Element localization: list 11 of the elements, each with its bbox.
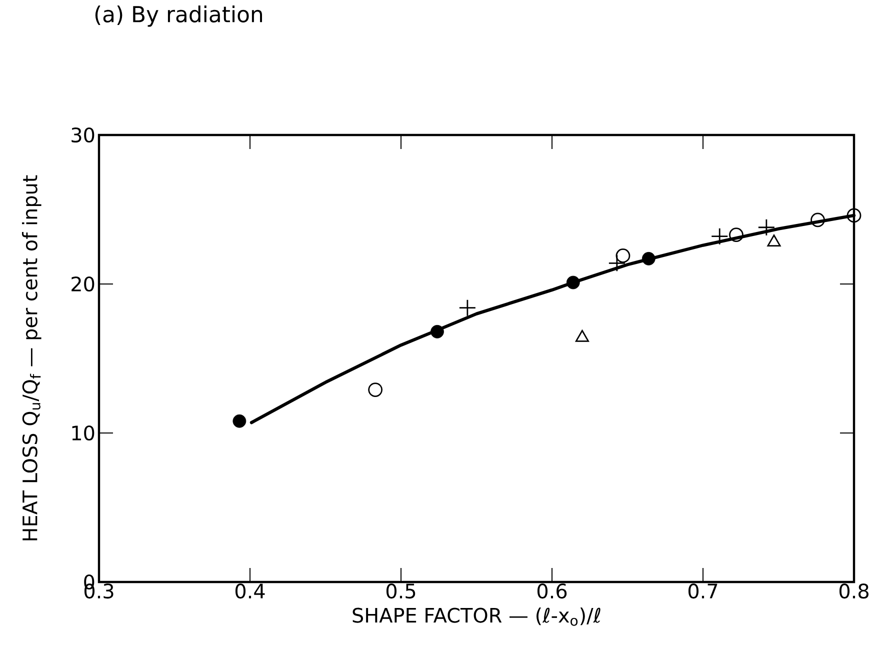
x-tick-label: 0.5 (386, 584, 416, 599)
y-axis-title: HEAT LOSS Q$_{u}$/Q$_{f}$ — per cent of input (22, 175, 42, 540)
x-tick-label: 0.4 (235, 584, 265, 599)
y-tick-label: 30 (72, 127, 94, 143)
chart-title: (a) By radiation (95, 6, 262, 27)
x-tick-label: 0.7 (688, 584, 718, 599)
x-tick-label: 0.6 (537, 584, 567, 599)
y-tick-label: 20 (72, 276, 94, 292)
y-tick-label: 10 (72, 425, 94, 441)
x-axis-title: SHAPE FACTOR — (ℓ-x$_{o}$)/ℓ (352, 607, 600, 626)
x-tick-label: 0.8 (839, 584, 868, 599)
